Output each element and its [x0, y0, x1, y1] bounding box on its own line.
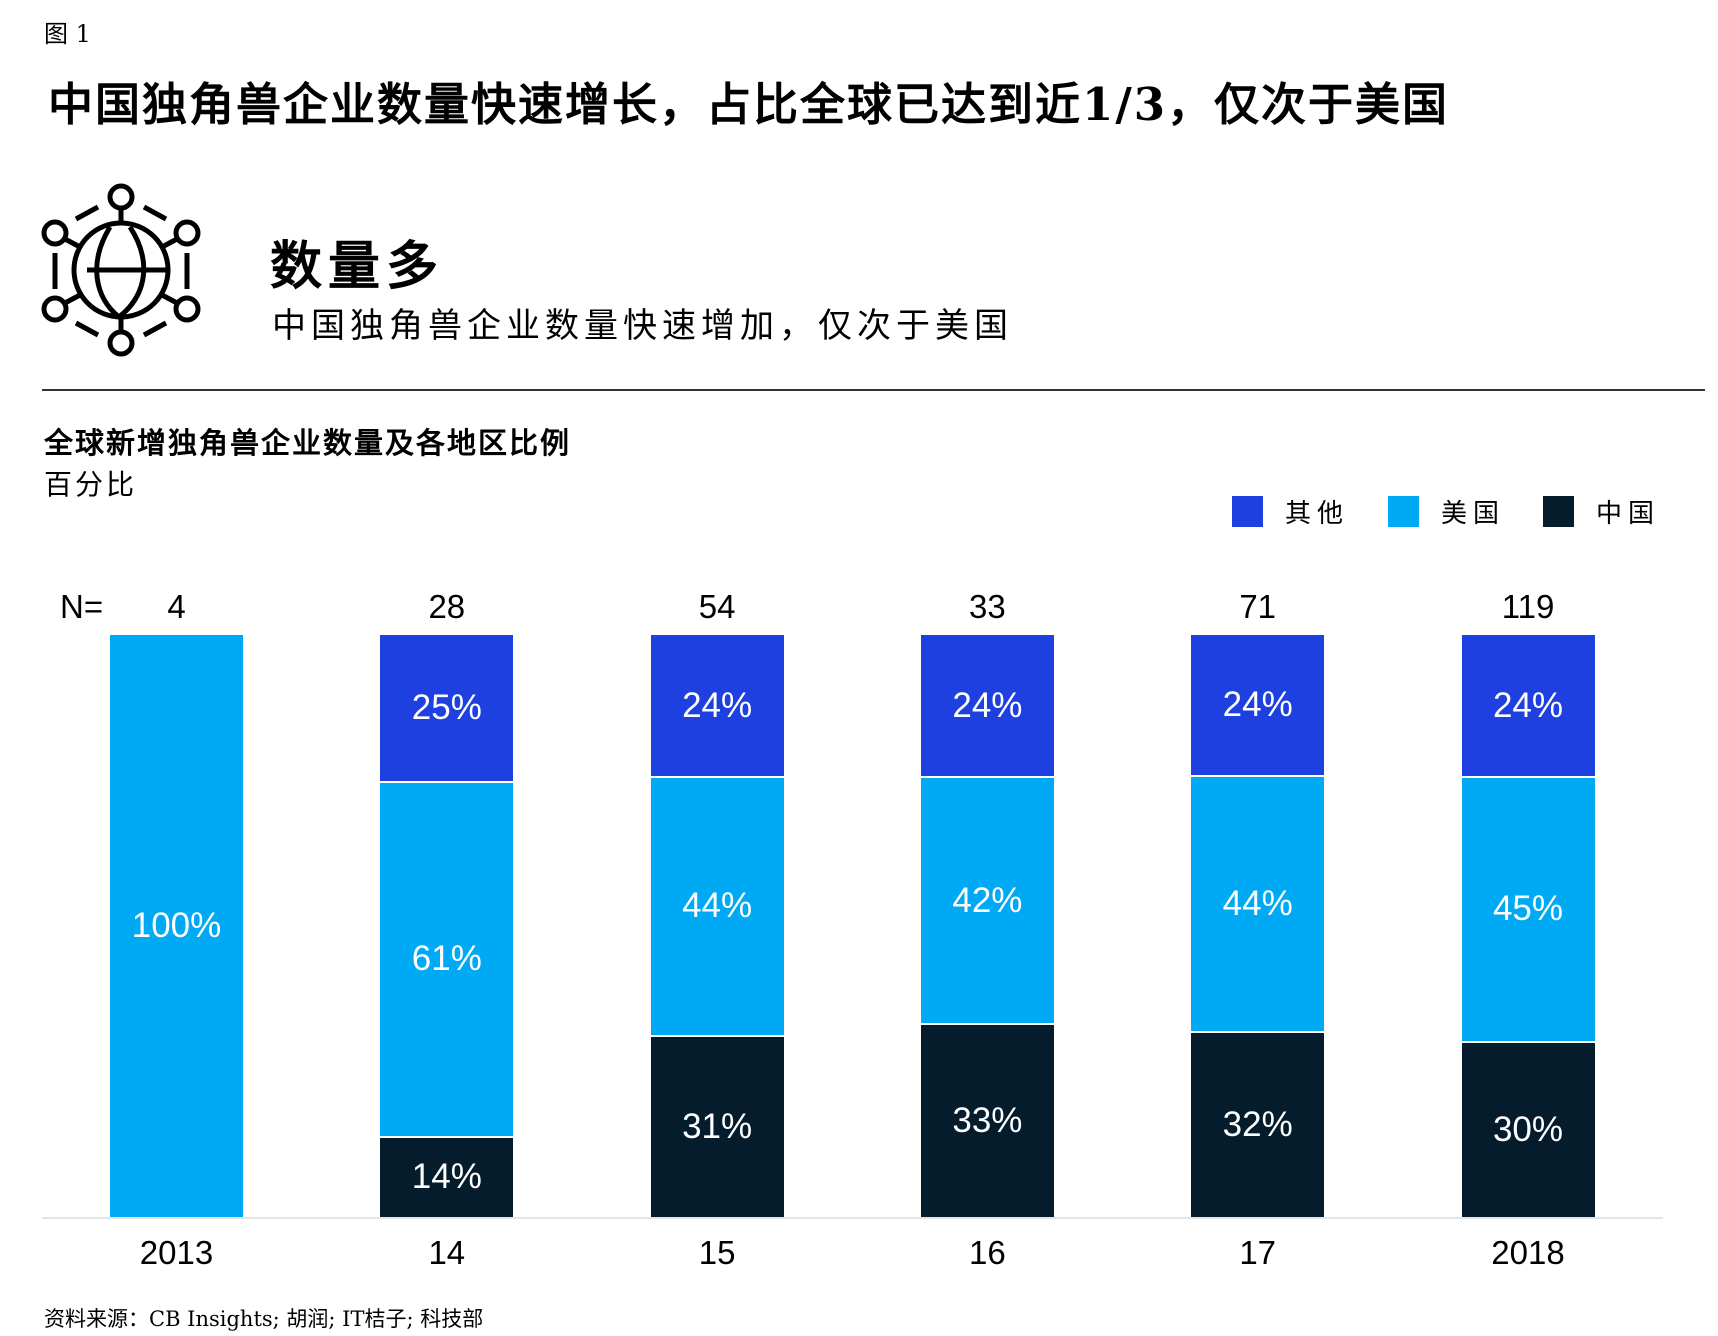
n-label: 33 [969, 588, 1006, 625]
divider [42, 389, 1705, 391]
data-label: 44% [682, 886, 753, 926]
x-axis-line [42, 1217, 1663, 1219]
data-label: 45% [1492, 889, 1564, 929]
n-label: 4 [167, 588, 186, 625]
data-label: 30% [1492, 1109, 1564, 1149]
bar-segment: 30% [1461, 1040, 1595, 1217]
x-tick-label: 2018 [1491, 1234, 1565, 1271]
legend-item-china: 中国 [1543, 494, 1661, 529]
data-label: 100% [131, 906, 222, 945]
x-tick-label: 14 [428, 1234, 466, 1271]
section-subtitle: 中国独角兽企业数量快速增加，仅次于美国 [272, 306, 1013, 346]
data-label: 25% [411, 687, 482, 727]
data-label: 14% [411, 1157, 482, 1197]
legend-swatch-china [1543, 495, 1574, 527]
legend-swatch-other [1232, 495, 1263, 527]
figure-label: 图 1 [44, 20, 91, 48]
data-label: 42% [952, 880, 1023, 920]
legend-item-us: 美国 [1388, 494, 1506, 529]
n-prefix: N= [60, 588, 104, 625]
bar-segment: 25% [380, 635, 514, 781]
bar-segment: 24% [1191, 635, 1325, 775]
bar-segment: 44% [1191, 774, 1325, 1031]
legend-label: 美国 [1441, 498, 1506, 529]
data-label: 24% [682, 685, 753, 725]
n-label: 119 [1501, 588, 1555, 625]
n-label: 54 [698, 588, 736, 625]
data-label: 24% [952, 685, 1023, 725]
data-label: 33% [952, 1101, 1023, 1140]
data-label: 32% [1222, 1104, 1293, 1144]
data-label: 61% [411, 939, 482, 978]
bar-segment: 44% [650, 776, 784, 1035]
x-tick-label: 15 [698, 1234, 736, 1271]
headline: 中国独角兽企业数量快速增长，占比全球已达到近1/3，仅次于美国 [48, 78, 1450, 131]
globe-network-icon [41, 183, 201, 357]
n-label: 71 [1239, 588, 1277, 625]
legend-item-other: 其他 [1232, 494, 1350, 529]
data-label: 24% [1222, 684, 1293, 724]
section-title: 数量多 [270, 236, 445, 297]
bar-segment: 24% [1461, 635, 1595, 777]
data-label: 44% [1222, 883, 1293, 923]
x-tick-label: 16 [969, 1234, 1006, 1271]
y-axis-label: 百分比 [44, 468, 138, 501]
x-tick-label: 17 [1239, 1234, 1277, 1271]
x-tick-label: 2013 [139, 1234, 214, 1271]
bar-segment: 33% [920, 1023, 1054, 1217]
n-label: 28 [428, 588, 466, 625]
bar-segment: 32% [1191, 1030, 1325, 1217]
bar-segment: 31% [650, 1034, 784, 1217]
bar-segment: 100% [110, 635, 243, 1217]
bar-segment: 45% [1461, 776, 1595, 1041]
legend-label: 其他 [1285, 498, 1350, 529]
bar-segment: 61% [380, 780, 514, 1136]
source-note: 资料来源：CB Insights; 胡润; IT桔子; 科技部 [44, 1307, 484, 1331]
legend-label: 中国 [1596, 498, 1661, 529]
data-label: 31% [682, 1106, 753, 1146]
legend-swatch-us [1388, 495, 1419, 527]
chart-title: 全球新增独角兽企业数量及各地区比例 [44, 426, 572, 460]
data-label: 24% [1492, 685, 1564, 725]
bar-segment: 14% [380, 1135, 514, 1217]
bar-segment: 24% [650, 635, 784, 777]
bar-segment: 42% [920, 776, 1054, 1023]
bar-segment: 24% [920, 635, 1054, 777]
